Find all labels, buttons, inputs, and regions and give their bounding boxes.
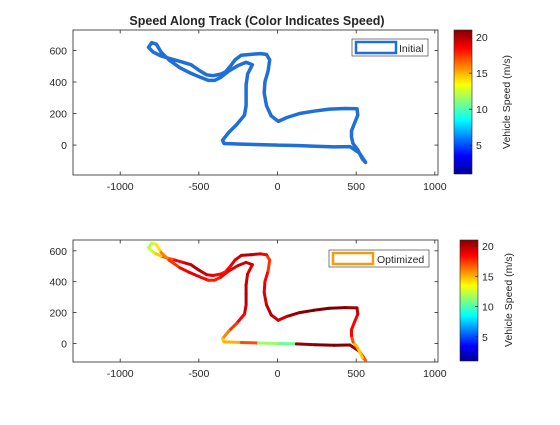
x-tick-label: 0 bbox=[275, 181, 281, 193]
track-segment bbox=[329, 308, 345, 309]
initial-track-line bbox=[149, 43, 366, 163]
legend-top: Initial bbox=[352, 39, 428, 56]
colorbar-label-top: Vehicle Speed (m/s) bbox=[501, 55, 513, 149]
x-tick-label: 500 bbox=[347, 368, 365, 380]
track-segment bbox=[267, 305, 272, 315]
y-tick-label: 200 bbox=[49, 308, 67, 320]
track-segment bbox=[296, 344, 315, 345]
x-tick-label: 500 bbox=[347, 181, 365, 193]
y-tick-label: 0 bbox=[61, 140, 67, 152]
colorbar-bottom: 5 10 15 20 Vehicle Speed (m/s) bbox=[460, 240, 515, 361]
x-tick-label: -500 bbox=[188, 368, 209, 380]
track-segment bbox=[264, 282, 265, 293]
track-segment bbox=[259, 343, 278, 344]
track-segment bbox=[268, 260, 270, 271]
track-segment bbox=[315, 345, 334, 346]
y-tick-label: 600 bbox=[49, 246, 67, 258]
track-segment bbox=[189, 272, 200, 277]
track-segment bbox=[237, 314, 245, 323]
track-segment bbox=[314, 308, 330, 310]
colorbar-tick-label: 10 bbox=[482, 302, 494, 314]
colorbar-top: 5 10 15 20 Vehicle Speed (m/s) bbox=[454, 30, 513, 174]
colorbar-tick-label: 15 bbox=[476, 68, 488, 80]
legend-label-optimized: Optimized bbox=[377, 254, 424, 266]
x-tick-label: -1000 bbox=[107, 181, 134, 193]
colorbar-tick-label: 15 bbox=[482, 271, 494, 283]
y-tick-label: 400 bbox=[49, 77, 67, 89]
colorbar-gradient-top bbox=[454, 30, 472, 174]
x-tick-label: 1000 bbox=[423, 368, 447, 380]
chart-title: Speed Along Track (Color Indicates Speed… bbox=[129, 14, 384, 28]
track-segment bbox=[300, 310, 314, 312]
track-segment bbox=[246, 274, 248, 285]
x-tick-label: 0 bbox=[275, 368, 281, 380]
y-tick-label: 200 bbox=[49, 109, 67, 121]
colorbar-tick-label: 5 bbox=[482, 332, 488, 344]
colorbar-tick-label: 20 bbox=[482, 241, 494, 253]
track-segment bbox=[241, 343, 258, 344]
colorbar-tick-label: 5 bbox=[476, 140, 482, 152]
colorbar-tick-label: 10 bbox=[476, 104, 488, 116]
colorbar-gradient-bottom bbox=[460, 240, 478, 361]
track-segment bbox=[287, 313, 300, 317]
track-segment bbox=[264, 293, 266, 305]
track-segment bbox=[180, 268, 189, 273]
y-tick-label: 600 bbox=[49, 45, 67, 57]
colorbar-label-bottom: Vehicle Speed (m/s) bbox=[503, 253, 515, 347]
track-segment bbox=[229, 323, 237, 331]
x-tick-label: 1000 bbox=[423, 181, 447, 193]
track-segment bbox=[248, 265, 253, 274]
y-tick-label: 400 bbox=[49, 277, 67, 289]
initial-track bbox=[149, 43, 366, 163]
x-tick-label: -500 bbox=[188, 181, 209, 193]
colorbar-tick-label: 20 bbox=[476, 32, 488, 44]
y-tick-label: 0 bbox=[61, 338, 67, 350]
track-segment bbox=[265, 271, 268, 282]
x-tick-label: -1000 bbox=[107, 368, 134, 380]
track-segment bbox=[358, 348, 363, 357]
legend-bottom: Optimized bbox=[329, 250, 429, 267]
legend-label-initial: Initial bbox=[399, 43, 424, 55]
track-segment bbox=[224, 342, 241, 343]
